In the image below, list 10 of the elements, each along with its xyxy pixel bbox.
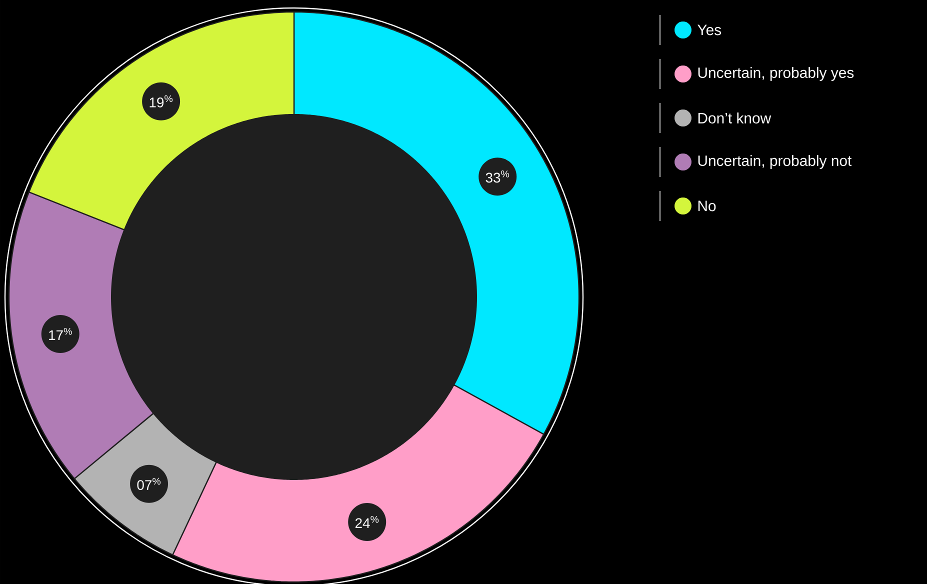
legend-label: Don’t know	[698, 112, 772, 124]
data-label: 33$^{%}$	[486, 170, 510, 183]
legend-label: Uncertain, probably not	[698, 155, 852, 170]
legend-label: Yes	[698, 24, 722, 36]
data-label: 07$^{%}$	[137, 478, 161, 490]
legend-label: No	[698, 200, 716, 212]
data-label: 19$^{%}$	[150, 95, 173, 108]
data-label: 24$^{%}$	[355, 516, 379, 528]
data-label: 17$^{%}$	[49, 328, 72, 340]
legend-label: Uncertain, probably yes	[698, 67, 854, 82]
